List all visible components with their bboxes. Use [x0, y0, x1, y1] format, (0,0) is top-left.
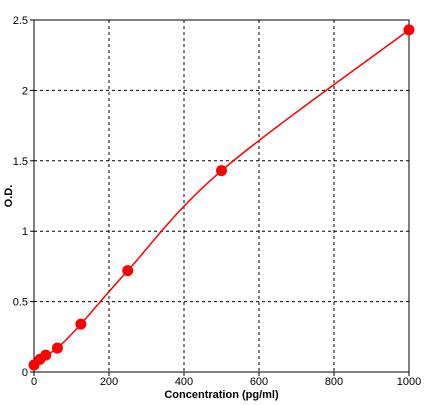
- data-point: [75, 318, 87, 330]
- x-tick-label: 600: [250, 376, 268, 388]
- y-tick-label: 0.5: [13, 297, 28, 309]
- data-points: [28, 24, 415, 371]
- x-tick-label: 800: [325, 376, 343, 388]
- y-tick-label: 1: [22, 226, 28, 238]
- y-tick-label: 2.5: [13, 15, 28, 27]
- axis-ticks: [30, 19, 410, 376]
- data-point: [51, 342, 63, 354]
- tick-labels: 0 200 400 600 800 1000 0 0.5 1 1.5 2 2.5: [13, 15, 422, 388]
- grid-lines: [34, 20, 409, 372]
- x-tick-label: 400: [175, 376, 193, 388]
- y-axis-label: O.D.: [3, 185, 15, 208]
- x-tick-label: 0: [31, 376, 37, 388]
- series-line: [33, 29, 410, 366]
- y-tick-label: 1.5: [13, 156, 28, 168]
- data-point: [216, 165, 227, 177]
- y-tick-label: 0: [22, 367, 28, 379]
- x-tick-label: 200: [100, 376, 118, 388]
- plot-frame: [33, 19, 410, 373]
- x-axis-label: Concentration (pg/ml): [164, 389, 279, 401]
- y-tick-label: 2: [22, 85, 28, 97]
- x-tick-label: 1000: [397, 376, 421, 388]
- data-point: [122, 265, 134, 277]
- data-point: [403, 24, 415, 36]
- data-point: [40, 349, 52, 361]
